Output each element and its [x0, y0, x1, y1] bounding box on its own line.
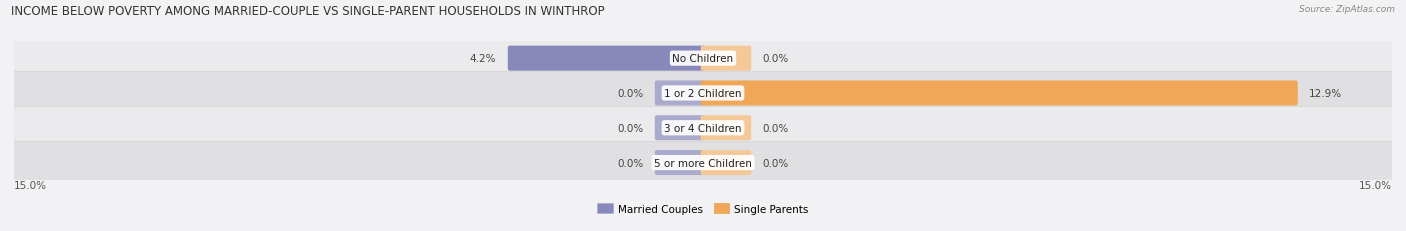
FancyBboxPatch shape: [700, 81, 1298, 106]
Text: 0.0%: 0.0%: [762, 158, 789, 168]
FancyBboxPatch shape: [655, 150, 706, 175]
Text: 12.9%: 12.9%: [1309, 88, 1343, 99]
FancyBboxPatch shape: [7, 107, 1399, 149]
Text: 0.0%: 0.0%: [762, 54, 789, 64]
FancyBboxPatch shape: [700, 46, 751, 71]
FancyBboxPatch shape: [7, 38, 1399, 80]
Legend: Married Couples, Single Parents: Married Couples, Single Parents: [598, 204, 808, 214]
Text: 5 or more Children: 5 or more Children: [654, 158, 752, 168]
Text: 0.0%: 0.0%: [617, 123, 644, 133]
Text: 1 or 2 Children: 1 or 2 Children: [664, 88, 742, 99]
FancyBboxPatch shape: [655, 116, 706, 141]
Text: 0.0%: 0.0%: [617, 158, 644, 168]
Text: INCOME BELOW POVERTY AMONG MARRIED-COUPLE VS SINGLE-PARENT HOUSEHOLDS IN WINTHRO: INCOME BELOW POVERTY AMONG MARRIED-COUPL…: [11, 5, 605, 18]
FancyBboxPatch shape: [655, 81, 706, 106]
FancyBboxPatch shape: [7, 142, 1399, 184]
Text: 0.0%: 0.0%: [762, 123, 789, 133]
FancyBboxPatch shape: [700, 150, 751, 175]
FancyBboxPatch shape: [7, 73, 1399, 115]
Text: 4.2%: 4.2%: [470, 54, 496, 64]
Text: Source: ZipAtlas.com: Source: ZipAtlas.com: [1299, 5, 1395, 14]
Text: 15.0%: 15.0%: [14, 180, 46, 190]
FancyBboxPatch shape: [700, 116, 751, 141]
Text: 15.0%: 15.0%: [1360, 180, 1392, 190]
Text: 0.0%: 0.0%: [617, 88, 644, 99]
Text: No Children: No Children: [672, 54, 734, 64]
FancyBboxPatch shape: [508, 46, 706, 71]
Text: 3 or 4 Children: 3 or 4 Children: [664, 123, 742, 133]
